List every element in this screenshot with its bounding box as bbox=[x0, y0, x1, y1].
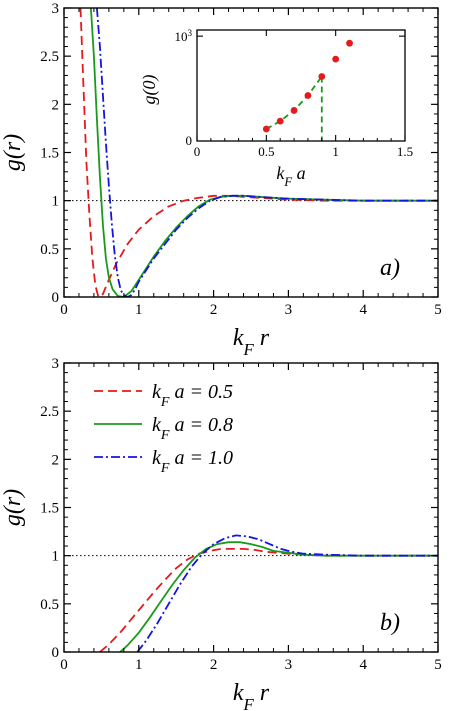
x-tick-label: 1 bbox=[135, 302, 143, 318]
y-tick-label: 0 bbox=[52, 290, 60, 306]
panel-a: 0 1 2 3 4 5 0 0.5 1 1.5 2 2.5 3 kF r g(r) a) 0 0.5 1 1.5 0 10… bbox=[0, 1, 442, 359]
legend-entry: kF a = 0.8 bbox=[152, 414, 233, 443]
x-tick-label: 4 bbox=[359, 302, 367, 318]
panel-b: 0 1 2 3 4 5 0 0.5 1 1.5 2 2.5 3 kF r g(r) b) kF a = 0.5 k… bbox=[0, 356, 442, 711]
y-tick-label: 1.5 bbox=[40, 146, 59, 162]
inset-data-point bbox=[276, 117, 284, 125]
y-tick-label: 0.5 bbox=[40, 242, 59, 258]
inset-x-tick-label: 1 bbox=[332, 144, 339, 159]
inset-background bbox=[197, 30, 405, 141]
x-tick-label: 3 bbox=[285, 302, 293, 318]
y-tick-label: 2 bbox=[52, 452, 60, 468]
inset-data-point bbox=[332, 55, 340, 63]
y-tick-label: 1 bbox=[52, 549, 60, 565]
x-tick-label: 5 bbox=[434, 657, 442, 673]
series-line-blue bbox=[96, 8, 438, 297]
y-tick-label: 2.5 bbox=[40, 49, 59, 65]
x-axis-label: kF r bbox=[233, 325, 270, 359]
y-axis-label: g(r) bbox=[0, 489, 26, 526]
inset-frame bbox=[196, 29, 406, 142]
legend-entry: kF a = 0.5 bbox=[152, 381, 233, 410]
y-tick-label: 1.5 bbox=[40, 501, 59, 517]
y-tick-label: 1 bbox=[52, 194, 60, 210]
inset-x-axis-label: kF a bbox=[276, 163, 305, 189]
inset-y-axis-label: g(0) bbox=[139, 75, 160, 105]
y-tick-label: 3 bbox=[52, 356, 60, 372]
x-tick-label: 2 bbox=[210, 302, 218, 318]
y-tick-label: 0.5 bbox=[40, 597, 59, 613]
x-tick-label: 1 bbox=[135, 657, 143, 673]
inset-y-tick-label: 0 bbox=[186, 133, 193, 148]
x-tick-label: 0 bbox=[60, 657, 68, 673]
series-line-green bbox=[119, 541, 438, 652]
series-line-green bbox=[90, 8, 438, 297]
inset-data-point bbox=[318, 73, 326, 80]
y-axis-label: g(r) bbox=[0, 134, 26, 171]
series-line-blue bbox=[136, 534, 438, 652]
x-tick-label: 0 bbox=[60, 302, 68, 318]
series-line-red bbox=[79, 8, 438, 297]
panel-label: b) bbox=[380, 610, 400, 636]
x-tick-label: 4 bbox=[359, 657, 367, 673]
plot-frame bbox=[63, 362, 439, 653]
y-tick-label: 2 bbox=[52, 97, 60, 113]
y-tick-label: 2.5 bbox=[40, 404, 59, 420]
inset-y-tick-label: 103 bbox=[174, 28, 192, 44]
inset-x-tick-label: 0 bbox=[194, 144, 201, 159]
x-tick-label: 3 bbox=[285, 657, 293, 673]
x-tick-label: 2 bbox=[210, 657, 218, 673]
inset-x-tick-label: 0.5 bbox=[258, 144, 274, 159]
y-tick-label: 0 bbox=[52, 645, 60, 661]
inset-data-point bbox=[346, 39, 353, 47]
y-tick-label: 3 bbox=[52, 1, 60, 17]
inset-data-point bbox=[304, 92, 312, 99]
inset-data-point bbox=[290, 107, 298, 114]
x-tick-label: 5 bbox=[434, 302, 442, 318]
x-axis-label: kF r bbox=[233, 680, 270, 711]
inset-data-point bbox=[262, 125, 270, 133]
legend-entry: kF a = 1.0 bbox=[152, 447, 233, 476]
panel-label: a) bbox=[380, 255, 400, 281]
inset-chart: 0 0.5 1 1.5 0 103 kF a g(0) bbox=[139, 28, 413, 189]
series-line-red bbox=[99, 548, 438, 652]
inset-x-tick-label: 1.5 bbox=[397, 144, 413, 159]
